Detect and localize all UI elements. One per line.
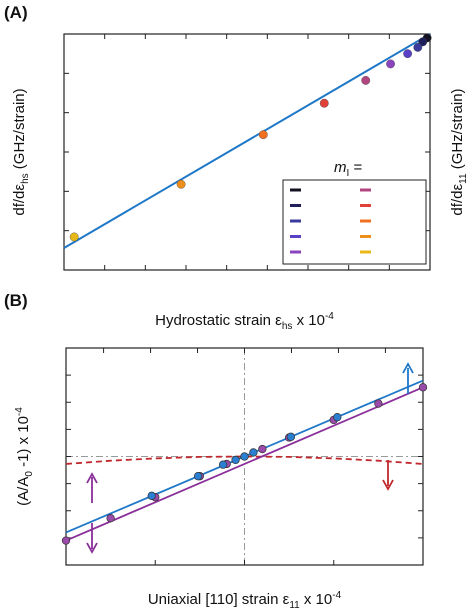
legend-box-a <box>282 179 427 265</box>
fit-line-a <box>63 33 431 249</box>
x-top-axis-label-b-suffix: x 10 <box>292 312 325 329</box>
data-point-3 <box>403 49 413 59</box>
uniaxial-arrows-icon <box>86 472 98 554</box>
x-top-axis-label-b-exp: -4 <box>325 311 334 322</box>
x-top-axis-label-b: Hydrostatic strain εhs x 10-4 <box>155 311 334 332</box>
data-point-4 <box>386 59 395 69</box>
y-right-axis-label-a: df/dε11 (GHz/strain) <box>449 88 469 215</box>
legend-title-suffix: = <box>349 159 362 176</box>
data-point-2 <box>413 42 423 52</box>
hydrostatic-arrow-icon <box>402 362 414 394</box>
x-axis-label-b-suffix: x 10 <box>300 591 333 608</box>
y-right-axis-label-a-sub: 11 <box>458 173 469 184</box>
y-axis-label-b-sub: 0 <box>24 471 35 477</box>
data-point-5 <box>361 76 371 85</box>
y-axis-label-a-unit: (GHz/strain) <box>11 88 28 173</box>
legend-title-main: m <box>334 159 347 176</box>
hydrostatic-point <box>218 460 228 469</box>
panel-label-a: (A) <box>4 3 28 22</box>
y-axis-label-a-sub: hs <box>20 173 31 184</box>
hydrostatic-point <box>147 491 156 500</box>
panel-label-b: (B) <box>4 291 28 310</box>
y-axis-label-b: (A/A0 -1) x 10-4 <box>14 407 35 506</box>
x-top-axis-label-b-main: Hydrostatic strain ε <box>155 312 282 329</box>
chart-b: Uniaxial [110] strain ε11 x 10-4Hydrosta… <box>14 311 428 611</box>
data-point-9 <box>69 232 79 242</box>
data-point-6 <box>319 98 329 108</box>
hydrostatic-point <box>193 472 203 481</box>
x-axis-label-b: Uniaxial [110] strain ε11 x 10-4 <box>148 590 342 611</box>
uniaxial-point <box>374 399 383 408</box>
hydrostatic-point <box>231 455 240 465</box>
x-axis-label-b-main: Uniaxial [110] strain ε <box>148 591 290 608</box>
uniaxial-fit-line <box>65 386 424 542</box>
hydrostatic-point <box>249 448 258 457</box>
vrm-arrow-icon <box>382 460 394 491</box>
uniaxial-point <box>61 536 71 545</box>
y-axis-label-b-suffix: -1) x 10 <box>15 416 32 471</box>
hydrostatic-point <box>240 452 249 461</box>
y-right-axis-label-a-main: df/dε <box>449 184 466 216</box>
y-right-axis-label-a-unit: (GHz/strain) <box>449 88 466 173</box>
y-axis-label-b-exp: -4 <box>14 407 25 416</box>
data-point-8 <box>176 179 186 189</box>
x-axis-label-b-sub: 11 <box>289 600 300 611</box>
legend-title-sub: I <box>347 168 350 179</box>
legend-title-a: mI = <box>334 159 362 179</box>
hydrostatic-point <box>286 432 296 441</box>
data-point-7 <box>258 130 268 140</box>
hydrostatic-point <box>333 413 342 422</box>
y-axis-label-a-main: df/dε <box>11 184 28 216</box>
uniaxial-point <box>418 383 428 392</box>
y-axis-label-b-main: (A/A <box>15 477 32 506</box>
chart-a: df/dεhs (GHz/strain)df/dε11 (GHz/strain)… <box>11 33 469 271</box>
x-axis-label-b-exp: -4 <box>332 590 341 601</box>
x-top-axis-label-b-sub: hs <box>282 321 293 332</box>
y-axis-label-a: df/dεhs (GHz/strain) <box>11 88 31 215</box>
uniaxial-point <box>258 444 267 454</box>
uniaxial-point <box>106 514 115 523</box>
